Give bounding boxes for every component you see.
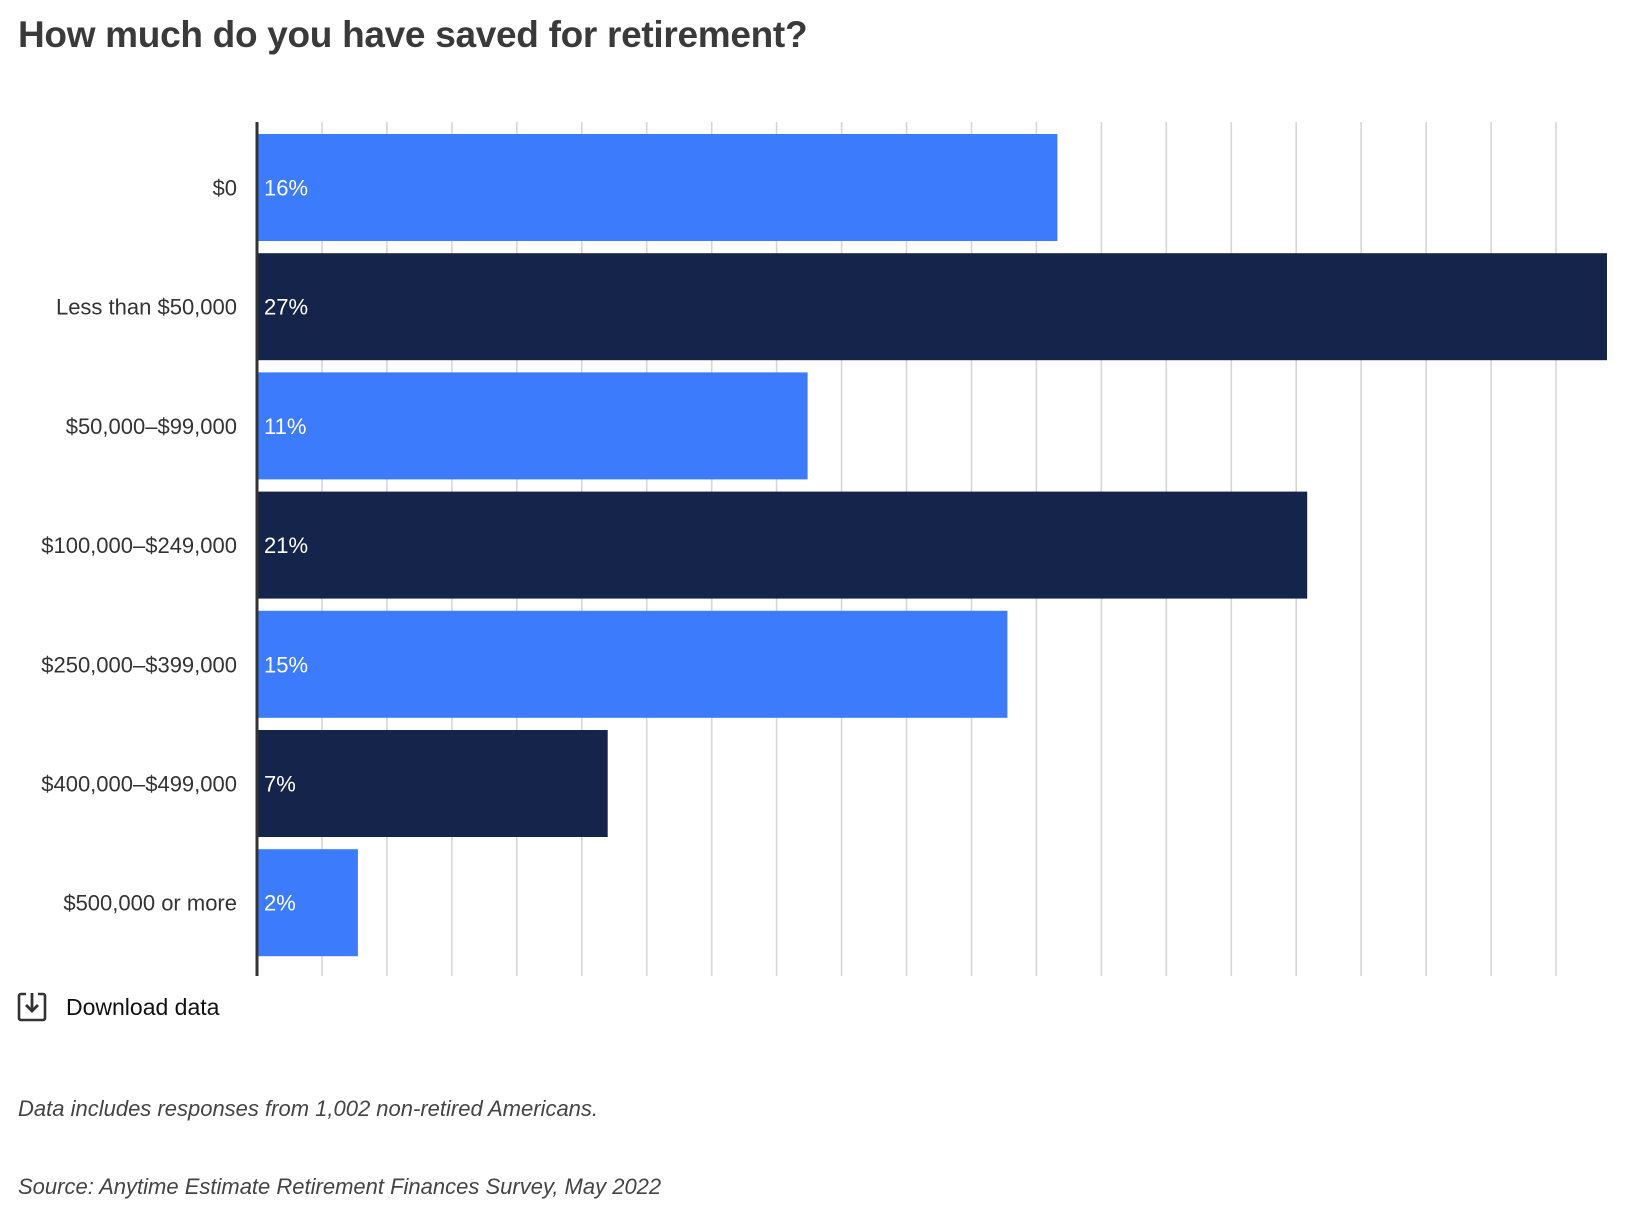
download-data-button[interactable]: Download data [16,990,219,1024]
footnote: Data includes responses from 1,002 non-r… [18,1096,599,1121]
bar [258,372,808,480]
category-label: $0 [213,176,237,201]
category-labels: $0 Less than $50,000 $50,000–$99,000 $100,0… [41,176,237,916]
data-label: 16% [264,176,308,201]
bar [258,730,608,837]
data-label: 27% [264,295,308,320]
data-label: 7% [264,772,296,797]
bar [258,134,1058,241]
category-label: Less than $50,000 [56,295,237,320]
category-label: $50,000–$99,000 [66,414,237,439]
category-label: $500,000 or more [63,891,237,916]
category-label: $250,000–$399,000 [41,652,237,677]
chart-title: How much do you have saved for retiremen… [18,14,808,55]
data-label: 21% [264,533,308,558]
download-data-label: Download data [66,993,220,1020]
bar [258,610,1008,718]
source-note: Source: Anytime Estimate Retirement Fina… [18,1174,662,1199]
category-label: $400,000–$499,000 [41,772,237,797]
data-label: 15% [264,652,308,677]
bar [258,491,1308,599]
data-label: 11% [264,414,306,439]
category-label: $100,000–$249,000 [41,533,237,558]
data-label: 2% [264,891,296,916]
bar [258,253,1607,361]
download-icon [16,991,48,1023]
bars: 16% 27% 11% 21% 15% 7% 2% [258,134,1607,957]
bar [258,849,358,957]
